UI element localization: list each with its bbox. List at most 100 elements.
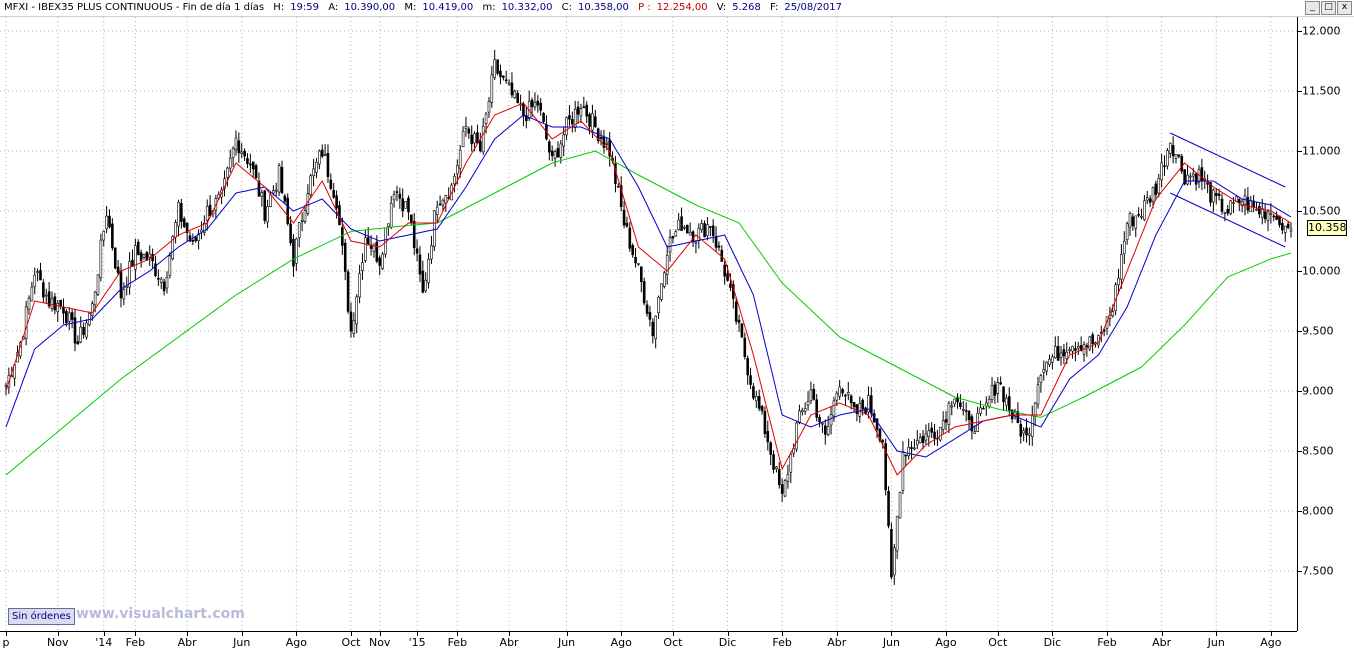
candle-body [470, 134, 474, 145]
candle-body [749, 375, 752, 385]
candle-body [599, 136, 603, 140]
date-axis[interactable]: p Nov '14 Feb Abr Jun Ago Oct Nov '15 Feb Abr Jun Ago… [0, 631, 1297, 650]
candle-body [128, 261, 131, 288]
candle-body [1212, 189, 1215, 203]
candle-body [484, 113, 488, 124]
candle-body [634, 256, 637, 264]
candle-body [775, 466, 778, 470]
candle-body [723, 264, 726, 277]
x-tick-label: Jun [882, 636, 900, 649]
candle-body [410, 214, 413, 224]
candle-body [398, 193, 402, 199]
x-tick-label: Ago [1260, 636, 1282, 649]
candle-body [226, 167, 229, 178]
candle-body [927, 430, 931, 437]
y-tick-mark [1298, 391, 1302, 392]
candle-body [507, 82, 511, 85]
candle-body [1148, 198, 1152, 203]
candle-body [1275, 215, 1278, 220]
candle-body [1053, 346, 1057, 358]
candle-body [832, 400, 836, 417]
candle-body [892, 547, 896, 576]
candle-body [36, 271, 39, 273]
candle-body [1266, 211, 1270, 221]
candle-body [826, 426, 830, 435]
restore-button[interactable]: □ [1321, 1, 1336, 15]
hour-label: H: [273, 2, 285, 13]
candle-body [993, 384, 997, 396]
candle-body [884, 443, 887, 491]
candle-body [812, 388, 816, 400]
candle-body [1120, 254, 1123, 280]
candle-body [846, 392, 850, 395]
candle-body [1065, 351, 1069, 359]
x-tick-label: '14 [95, 636, 113, 649]
candle-body [476, 132, 479, 144]
candle-body [1028, 433, 1031, 436]
candle-body [780, 484, 784, 494]
candle-body [53, 296, 57, 311]
candle-body [70, 312, 74, 320]
candle-body [473, 133, 476, 144]
high-value: 10.419,00 [422, 2, 474, 13]
candle-body [289, 223, 292, 244]
candle-body [950, 405, 954, 408]
candle-body [1281, 223, 1284, 231]
candle-body [200, 229, 203, 233]
moving-average-fast-line [5, 102, 1292, 476]
chart-plot-area[interactable]: Sin órdenes www.visualchart.com [0, 17, 1297, 631]
candle-body [185, 222, 189, 233]
candle-body [1117, 277, 1120, 286]
candle-body [654, 315, 657, 340]
candle-body [263, 190, 267, 221]
x-tick-mark [997, 632, 999, 636]
candle-body [197, 233, 200, 241]
x-tick-label: Oct [663, 636, 683, 649]
minimize-button[interactable]: _ [1305, 1, 1320, 15]
candle-body [4, 384, 8, 387]
candle-body [355, 296, 359, 325]
candle-body [1217, 193, 1221, 196]
candle-body [62, 307, 65, 314]
candle-body [890, 529, 893, 578]
candle-body [1260, 208, 1264, 218]
candle-body [1223, 212, 1227, 214]
candle-body [1125, 223, 1129, 240]
candle-body [329, 179, 333, 189]
volume-value: 5.268 [732, 2, 761, 13]
x-tick-mark [457, 632, 459, 636]
candle-body [297, 222, 301, 239]
candle-body [818, 416, 821, 423]
candle-body [274, 189, 278, 192]
candle-body [823, 425, 827, 435]
candle-body [663, 272, 666, 287]
candle-body [875, 418, 879, 430]
candle-body [352, 320, 356, 335]
y-tick-label: 8.500 [1302, 444, 1334, 458]
candle-body [1154, 183, 1158, 195]
candle-body [579, 108, 583, 117]
candle-body [182, 218, 186, 227]
candle-body [1255, 208, 1258, 211]
candle-body [1183, 169, 1186, 185]
y-tick-label: 12.000 [1302, 24, 1341, 38]
candle-body [1010, 409, 1014, 420]
date-value: 25/08/2017 [784, 2, 843, 13]
candle-body [1030, 414, 1034, 437]
close-button[interactable]: x [1337, 1, 1352, 15]
candle-body [113, 247, 117, 269]
orders-button[interactable]: Sin órdenes [8, 608, 75, 625]
candle-body [798, 410, 801, 424]
candle-body [1269, 213, 1273, 215]
volume-label: V: [716, 2, 727, 13]
x-tick-mark [782, 632, 784, 636]
candle-body [1229, 200, 1232, 214]
candle-body [79, 326, 83, 343]
candle-body [1272, 215, 1276, 218]
candle-body [755, 396, 758, 402]
candle-body [1220, 198, 1224, 212]
price-axis[interactable]: 12.000 11.500 11.000 10.500 10.000 9.500 9.000… [1297, 17, 1354, 631]
candle-body [671, 235, 675, 239]
x-tick-mark [836, 632, 838, 636]
candle-body [887, 491, 890, 527]
